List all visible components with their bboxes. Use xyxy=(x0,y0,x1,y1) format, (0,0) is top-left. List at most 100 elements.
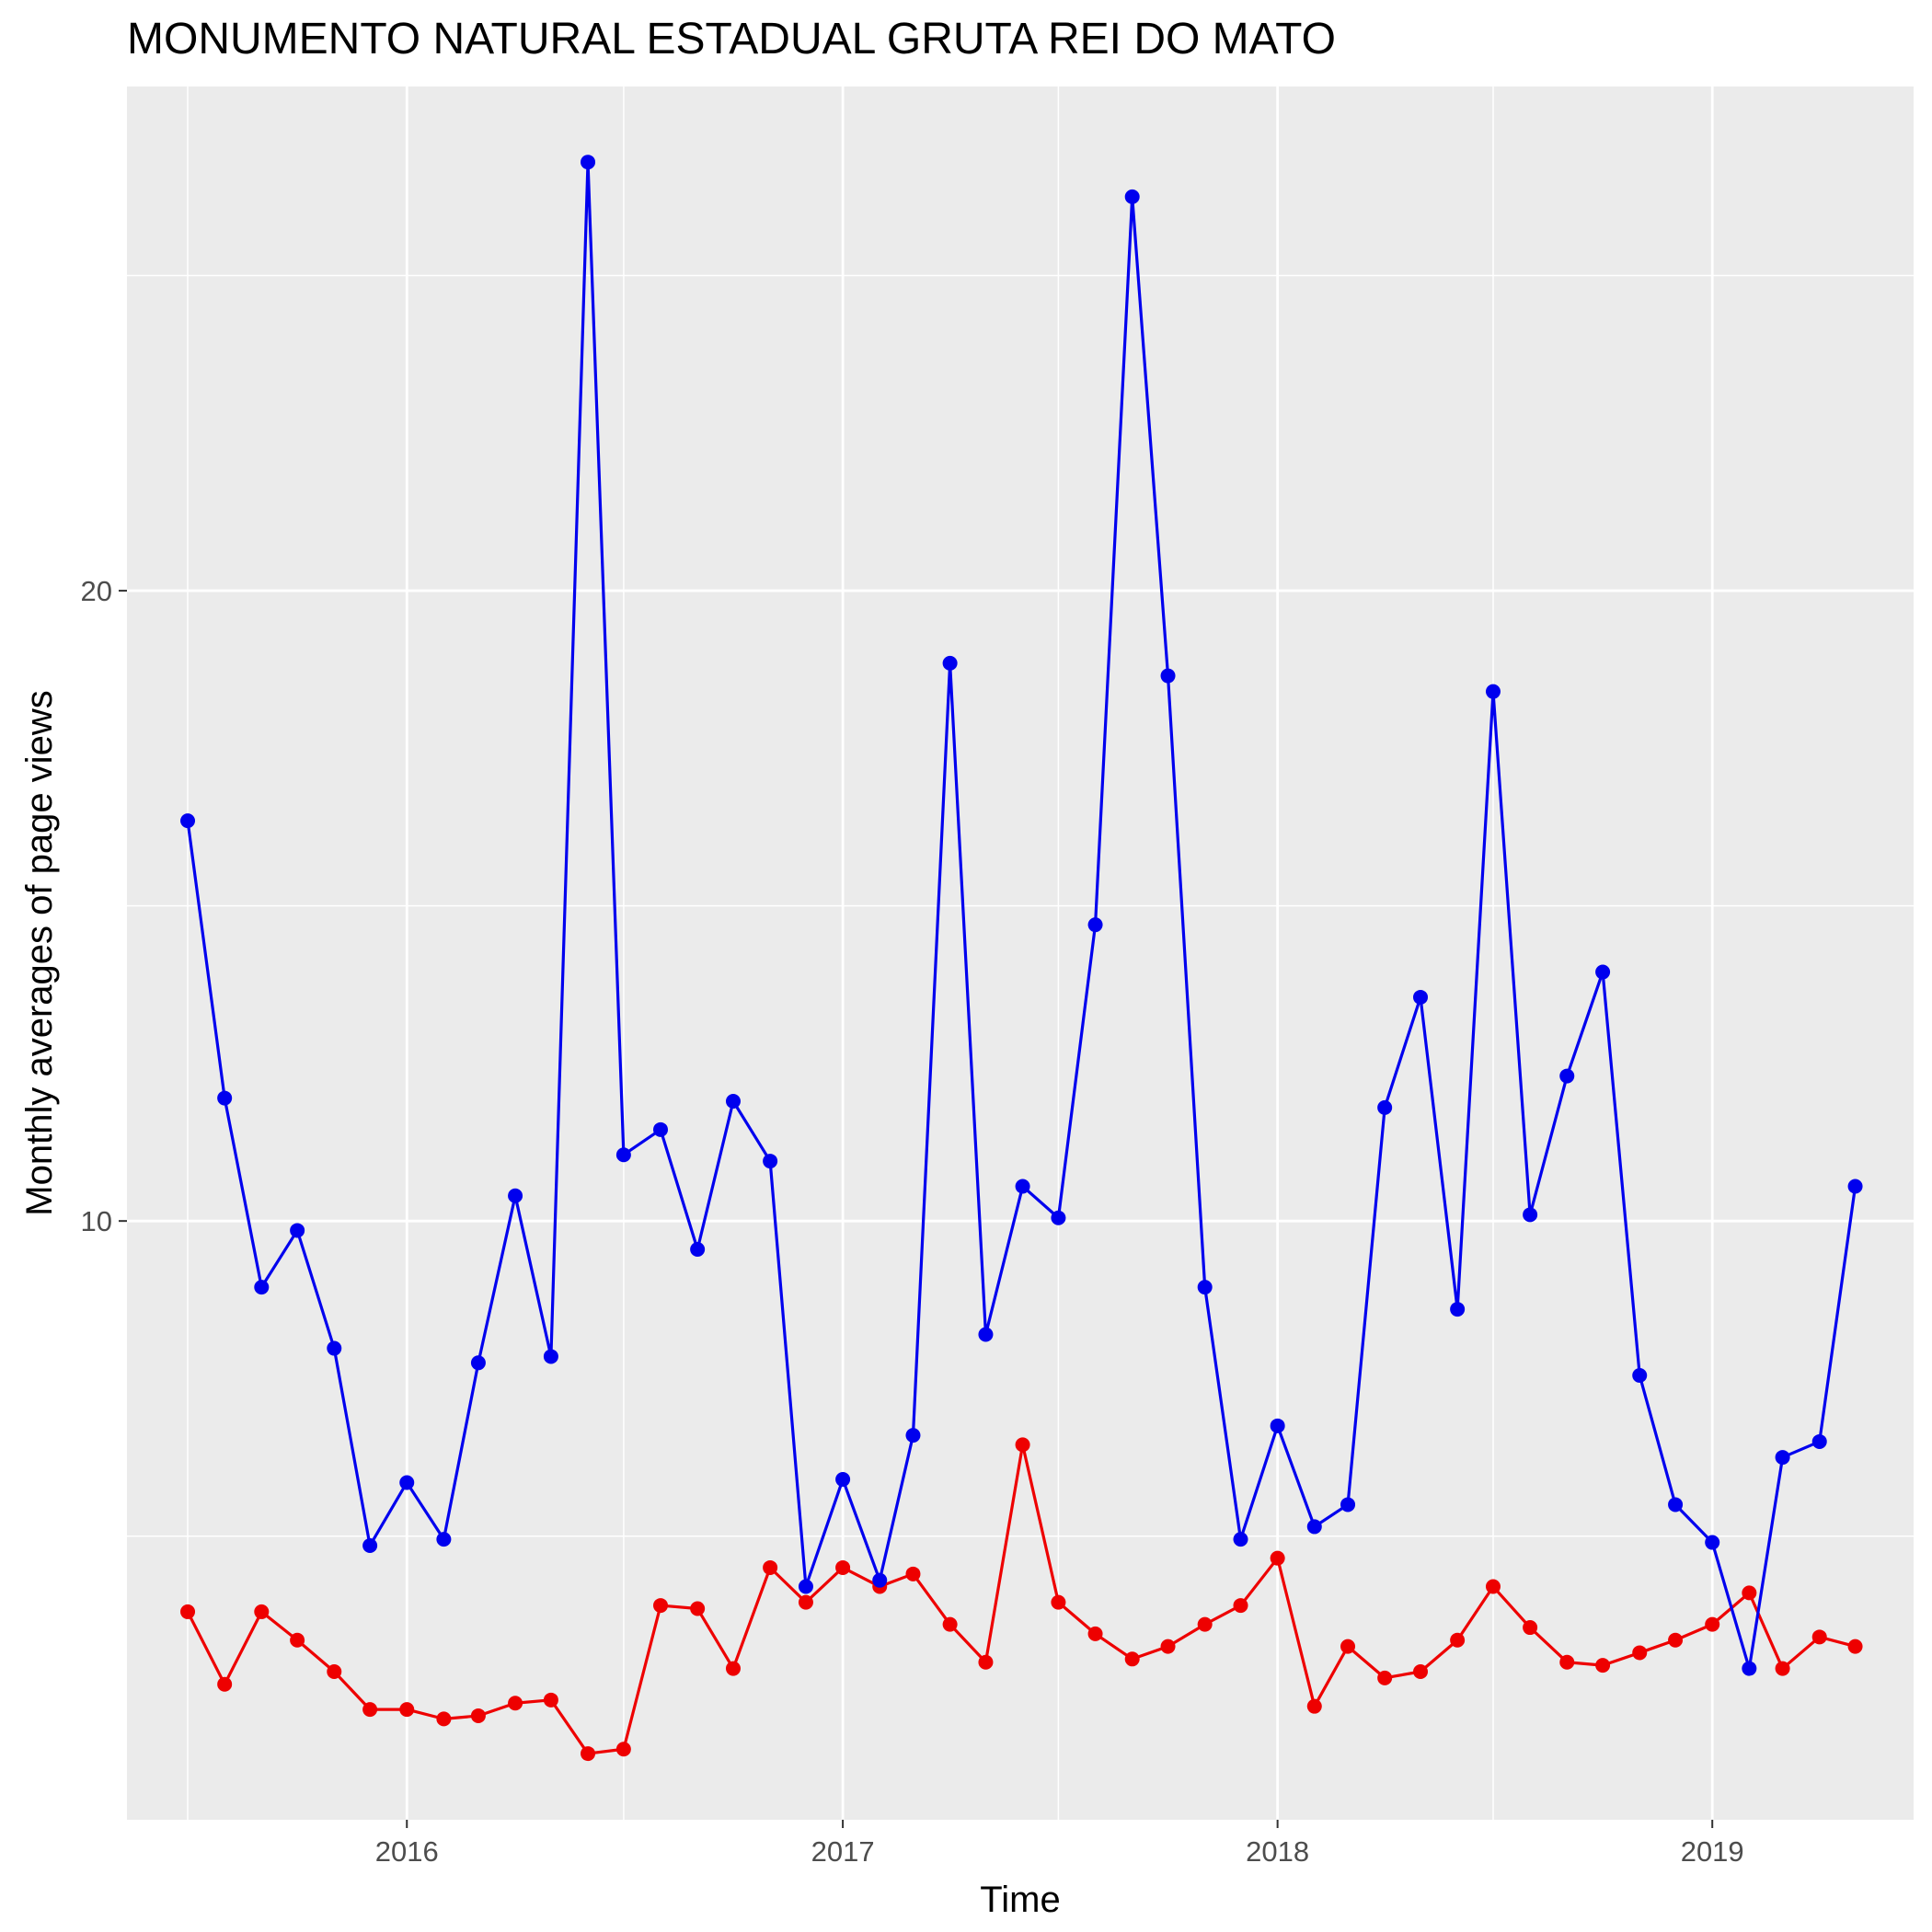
x-tick-label: 2019 xyxy=(1681,1835,1744,1868)
data-point xyxy=(1270,1418,1285,1433)
data-point xyxy=(1847,1179,1863,1194)
data-point xyxy=(763,1154,778,1169)
data-point xyxy=(290,1223,305,1238)
data-point xyxy=(615,1147,631,1163)
data-point xyxy=(362,1537,378,1553)
data-point xyxy=(1705,1616,1720,1632)
data-point xyxy=(1450,1302,1466,1317)
chart-title: MONUMENTO NATURAL ESTADUAL GRUTA REI DO … xyxy=(127,15,1336,63)
data-point xyxy=(1775,1450,1790,1466)
data-point xyxy=(1559,1068,1575,1084)
x-tick-label: 2018 xyxy=(1246,1835,1309,1868)
data-point xyxy=(1051,1594,1066,1610)
major-gridlines xyxy=(127,86,1914,1820)
series-layer xyxy=(180,155,1863,1762)
data-point xyxy=(254,1604,270,1619)
data-point xyxy=(470,1708,486,1723)
data-point xyxy=(1668,1632,1684,1648)
data-point xyxy=(835,1472,851,1488)
data-point xyxy=(362,1702,378,1718)
data-point xyxy=(725,1661,741,1676)
data-point xyxy=(653,1598,669,1614)
data-point xyxy=(942,1616,958,1632)
data-point xyxy=(872,1572,888,1588)
data-point xyxy=(581,155,596,170)
data-point xyxy=(690,1601,706,1616)
axis-layer: 2016 2017 2018 2019 10 20 xyxy=(81,575,1744,1868)
data-point xyxy=(543,1692,558,1708)
data-point xyxy=(399,1475,415,1490)
data-point xyxy=(1160,668,1176,684)
data-point xyxy=(217,1676,233,1692)
plot-panel xyxy=(127,86,1914,1820)
y-tick-label: 10 xyxy=(81,1205,112,1237)
y-tick-label: 20 xyxy=(81,575,112,607)
data-point xyxy=(1595,964,1611,980)
data-point xyxy=(798,1579,813,1594)
data-point xyxy=(1742,1661,1757,1676)
data-point xyxy=(1270,1550,1285,1566)
data-point xyxy=(581,1746,596,1762)
data-point xyxy=(1160,1639,1176,1654)
data-point xyxy=(1197,1616,1213,1632)
data-point xyxy=(905,1428,921,1443)
data-point xyxy=(615,1742,631,1757)
data-point xyxy=(1742,1585,1757,1601)
data-point xyxy=(1485,1579,1501,1594)
data-point xyxy=(1377,1099,1393,1115)
data-point xyxy=(1485,684,1501,699)
data-point xyxy=(1559,1654,1575,1670)
data-point xyxy=(1523,1620,1538,1636)
data-point xyxy=(1847,1639,1863,1654)
data-point xyxy=(1233,1532,1248,1547)
data-point xyxy=(798,1594,813,1610)
data-point xyxy=(1450,1632,1466,1648)
data-point xyxy=(508,1696,523,1711)
data-point xyxy=(1523,1207,1538,1223)
data-point xyxy=(254,1280,270,1295)
data-point xyxy=(1705,1535,1720,1550)
data-point xyxy=(327,1664,342,1680)
x-axis-title: Time xyxy=(980,1880,1060,1920)
data-point xyxy=(217,1090,233,1106)
minor-gridlines xyxy=(127,86,1914,1820)
data-point xyxy=(690,1241,706,1257)
data-point xyxy=(1413,989,1429,1005)
data-point xyxy=(470,1355,486,1371)
data-point xyxy=(1197,1280,1213,1295)
data-point xyxy=(1015,1437,1030,1453)
data-point xyxy=(508,1188,523,1203)
data-point xyxy=(1340,1639,1356,1654)
data-point xyxy=(436,1711,452,1727)
data-point xyxy=(436,1532,452,1547)
x-tick-label: 2017 xyxy=(811,1835,875,1868)
data-point xyxy=(1595,1658,1611,1673)
data-point xyxy=(1306,1698,1322,1714)
data-point xyxy=(725,1093,741,1109)
data-point xyxy=(835,1559,851,1575)
data-point xyxy=(978,1654,994,1670)
data-point xyxy=(180,813,196,829)
data-point xyxy=(180,1604,196,1619)
data-point xyxy=(1775,1661,1790,1676)
data-point xyxy=(1015,1179,1030,1194)
data-point xyxy=(1087,917,1103,933)
data-point xyxy=(1413,1664,1429,1680)
data-point xyxy=(1632,1645,1648,1661)
x-tick-label: 2016 xyxy=(375,1835,439,1868)
data-point xyxy=(1632,1368,1648,1384)
data-point xyxy=(763,1559,778,1575)
data-point xyxy=(1811,1433,1827,1449)
data-point xyxy=(1124,189,1140,204)
series-group xyxy=(180,155,1863,1676)
y-axis-title: Monthly averages of page views xyxy=(19,690,60,1215)
data-point xyxy=(290,1632,305,1648)
data-point xyxy=(1124,1651,1140,1667)
data-point xyxy=(1087,1626,1103,1641)
data-point xyxy=(1233,1598,1248,1614)
data-point xyxy=(399,1702,415,1718)
data-point xyxy=(327,1340,342,1356)
data-point xyxy=(1051,1210,1066,1225)
